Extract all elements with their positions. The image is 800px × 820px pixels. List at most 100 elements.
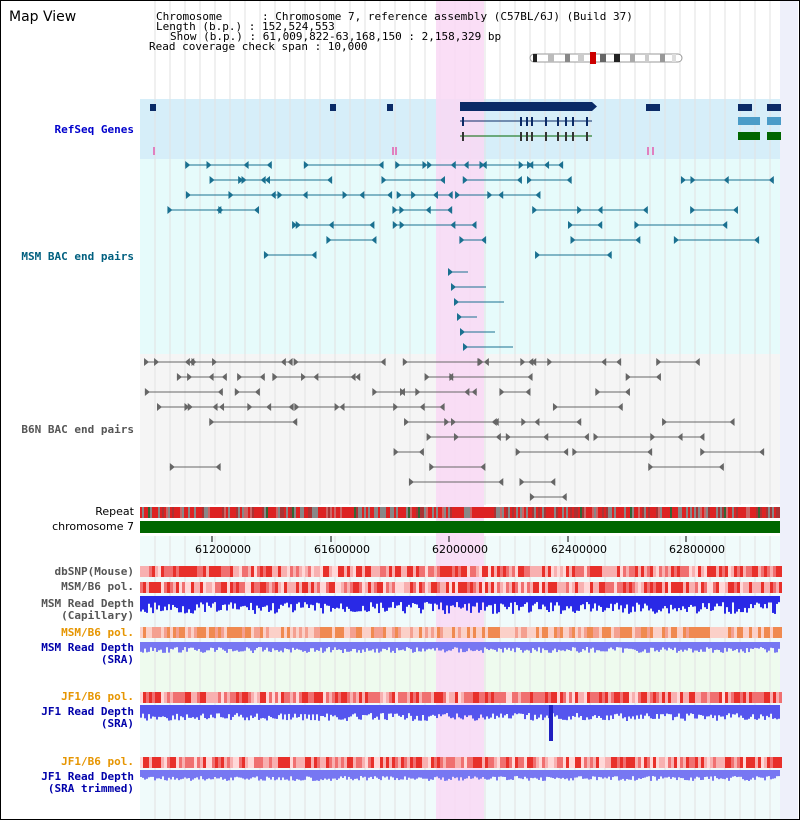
heat-cell (767, 627, 770, 638)
msm-pol-sra-label[interactable]: MSM/B6 pol. (61, 626, 134, 639)
depth-bar (420, 770, 422, 778)
depth-bar (408, 642, 410, 649)
jf1-pol-trimmed-label[interactable]: JF1/B6 pol. (61, 755, 134, 768)
depth-bar (674, 770, 676, 778)
strand-arrow-icon (380, 358, 386, 366)
depth-bar (190, 705, 192, 718)
heat-cell (374, 627, 377, 638)
msm-bac-label[interactable]: MSM BAC end pairs (21, 250, 134, 263)
heat-cell (335, 692, 338, 703)
heat-cell (476, 757, 479, 768)
depth-bar (604, 705, 606, 720)
dbsnp-label[interactable]: dbSNP(Mouse) (54, 565, 134, 578)
heat-cell (722, 757, 725, 768)
depth-bar (396, 596, 398, 606)
depth-bar (332, 705, 334, 717)
depth-bar (342, 596, 344, 610)
heat-cell (341, 566, 344, 577)
heat-cell (464, 692, 467, 703)
depth-bar (778, 596, 780, 603)
depth-bar (466, 770, 468, 779)
strand-arrow-icon (392, 221, 398, 229)
depth-bar (558, 596, 560, 606)
repeat-segment (484, 507, 486, 518)
depth-bar (140, 596, 142, 612)
heat-cell (563, 757, 566, 768)
heat-cell (269, 757, 272, 768)
depth-bar (538, 596, 540, 610)
depth-bar (232, 770, 234, 781)
heat-cell (773, 566, 776, 577)
depth-bar (642, 596, 644, 609)
depth-bar (250, 642, 252, 651)
depth-bar (320, 770, 322, 780)
b6n-bac-label[interactable]: B6N BAC end pairs (21, 423, 134, 436)
heat-cell (194, 627, 197, 638)
depth-bar (240, 642, 242, 652)
jf1-depth-sra-label[interactable]: JF1 Read Depth (SRA) (41, 705, 134, 730)
depth-bar (600, 705, 602, 718)
heat-cell (164, 627, 167, 638)
strand-arrow-icon (447, 191, 453, 199)
depth-bar (656, 642, 658, 651)
depth-bar (330, 642, 332, 653)
heat-cell (428, 692, 431, 703)
depth-bar (280, 642, 282, 651)
depth-bar (670, 705, 672, 715)
heat-cell (209, 582, 212, 593)
depth-bar (374, 596, 376, 609)
heat-cell (635, 627, 638, 638)
heat-cell (377, 566, 380, 577)
msm-pol-label[interactable]: MSM/B6 pol. (61, 580, 134, 593)
repeat-segment (696, 507, 698, 518)
repeat-segment (464, 507, 466, 518)
length-info: Length (b.p.) : 152,524,553 (156, 20, 335, 33)
heat-cell (410, 757, 413, 768)
repeat-segment (198, 507, 200, 518)
heat-cell (581, 566, 584, 577)
depth-bar (752, 705, 754, 715)
heat-cell (686, 692, 689, 703)
refseq-genes-label[interactable]: RefSeq Genes (54, 123, 134, 136)
repeat-segment (778, 507, 780, 518)
repeat-segment (712, 507, 714, 518)
strand-arrow-icon (447, 206, 453, 214)
repeat-segment (214, 507, 216, 518)
heat-cell (338, 757, 341, 768)
msm-depth-sra-label[interactable]: MSM Read Depth (SRA) (41, 641, 134, 666)
depth-bar (524, 705, 526, 720)
heat-cell (434, 692, 437, 703)
depth-bar (646, 596, 648, 606)
jf1-depth-trimmed-label[interactable]: JF1 Read Depth (SRA trimmed) (41, 770, 134, 795)
repeat-segment (554, 507, 556, 518)
depth-bar (518, 705, 520, 714)
repeat-segment (486, 507, 488, 518)
repeat-segment (676, 507, 678, 518)
depth-bar (240, 705, 242, 715)
depth-bar (328, 596, 330, 606)
strand-arrow-icon (606, 251, 612, 259)
depth-bar (274, 705, 276, 719)
heat-cell (194, 582, 197, 593)
jf1-pol-label[interactable]: JF1/B6 pol. (61, 690, 134, 703)
heat-cell (749, 757, 752, 768)
depth-bar (584, 596, 586, 610)
heat-cell (377, 757, 380, 768)
heat-cell (692, 566, 695, 577)
strand-arrow-icon (237, 373, 243, 381)
depth-bar (236, 705, 238, 714)
depth-bar (256, 596, 258, 606)
msm-depth-capillary-label[interactable]: MSM Read Depth (Capillary) (41, 597, 134, 622)
depth-bar (776, 642, 778, 653)
depth-bar (702, 596, 704, 604)
heat-cell (503, 582, 506, 593)
heat-cell (167, 582, 170, 593)
depth-bar (526, 596, 528, 603)
heat-cell (221, 582, 224, 593)
depth-bar (396, 770, 398, 779)
depth-bar (566, 642, 568, 650)
depth-bar (318, 705, 320, 721)
depth-bar (160, 642, 162, 650)
repeat-segment (356, 507, 358, 518)
